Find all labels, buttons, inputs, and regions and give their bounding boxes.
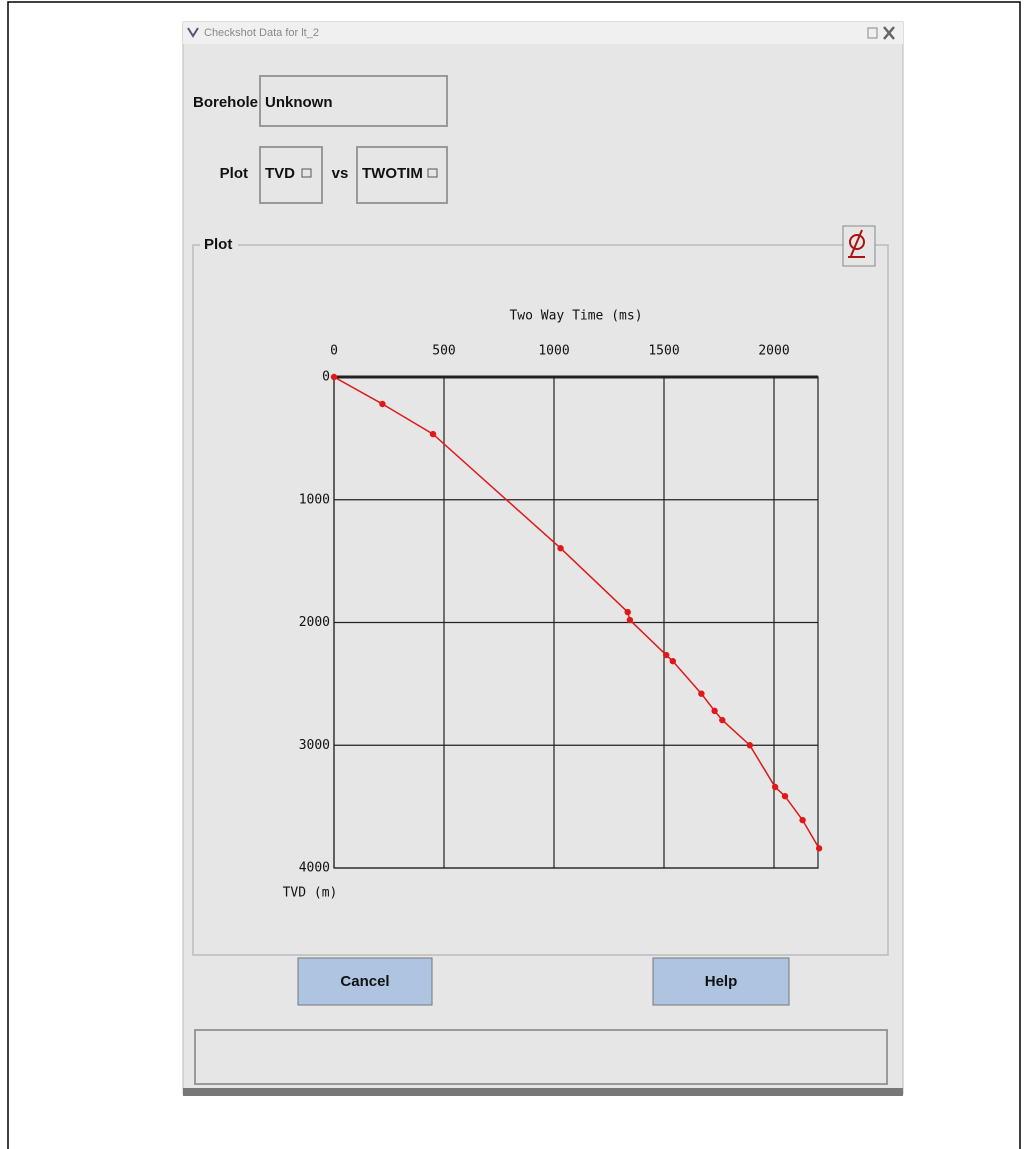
plot-label: Plot [220,165,248,182]
x-choice-menu[interactable] [356,146,448,204]
menu-indicator [301,168,312,178]
plot: 0 500 1000 1500 2000 0 1000 2000 3000 4000 Two Way… [283,309,823,901]
group-label-bg [200,236,238,254]
status-bar [194,1029,888,1085]
data-point [663,651,670,659]
y-tick-label: 3000 [299,738,330,753]
menu-indicator [427,168,438,178]
maximize-button[interactable] [867,27,878,39]
group-title: Plot [204,236,232,253]
zoom-icon [848,229,865,258]
borehole-label: Borehole [193,94,258,111]
data-point [379,400,386,408]
y-tick-label: 2000 [299,615,330,630]
window-title: Checkshot Data for lt_2 [204,27,319,39]
x-choice: TWOTIM [362,165,423,182]
y-axis-title: TVD (m) [283,886,338,901]
x-tick-label: 0 [330,344,338,359]
data-point [771,783,779,791]
data-point [626,616,634,624]
data-point [799,816,806,824]
x-axis-title: Two Way Time (ms) [509,309,642,324]
y-choice: TVD [265,165,295,182]
data-line [333,376,820,849]
zoom-reset-button[interactable] [842,225,876,267]
data-point [698,690,705,697]
y-tick-label: 0 [322,370,330,385]
data-point [719,716,726,724]
x-tick-label: 1000 [538,344,569,359]
plot-group [192,244,889,956]
data-point [711,707,718,715]
vs-label: vs [332,165,349,182]
data-point [330,373,338,381]
help-button[interactable] [652,957,790,1006]
help-label: Help [705,973,738,990]
cancel-label: Cancel [340,973,389,990]
x-tick-label: 2000 [758,344,789,359]
data-point [669,657,676,665]
data-point [746,742,753,749]
cancel-button[interactable] [297,957,433,1006]
dialog-shadow [183,1088,903,1096]
x-tick-label: 500 [432,344,455,359]
data-point [624,608,631,616]
title-bar [183,22,903,44]
data-point [557,545,564,552]
close-button[interactable] [883,26,895,40]
data-point [815,845,823,852]
borehole-value: Unknown [265,94,333,111]
data-point [429,430,437,438]
borehole-input[interactable] [259,75,448,127]
y-tick-label: 4000 [299,861,330,876]
data-point [781,792,789,800]
y-choice-menu[interactable] [259,146,323,204]
y-tick-label: 1000 [299,492,330,507]
window-menu-icon[interactable] [187,27,199,38]
x-tick-label: 1500 [648,344,679,359]
